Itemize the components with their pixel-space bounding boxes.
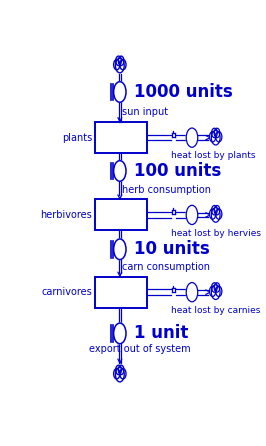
Circle shape [116, 56, 121, 66]
Text: carn consumption: carn consumption [122, 262, 210, 272]
Circle shape [210, 132, 216, 142]
Text: 1000 units: 1000 units [134, 83, 233, 101]
Circle shape [118, 56, 124, 66]
FancyBboxPatch shape [95, 199, 147, 231]
Text: carnivores: carnivores [41, 287, 92, 297]
Text: heat lost by hervies: heat lost by hervies [171, 229, 261, 238]
Text: plants: plants [62, 132, 92, 143]
Circle shape [115, 368, 124, 382]
Text: heat lost by carnies: heat lost by carnies [171, 306, 261, 315]
Circle shape [211, 208, 220, 222]
Circle shape [116, 365, 121, 375]
Circle shape [210, 209, 216, 219]
Circle shape [211, 206, 217, 215]
FancyBboxPatch shape [95, 122, 147, 153]
Circle shape [211, 283, 217, 292]
Text: herb consumption: herb consumption [122, 185, 211, 194]
Circle shape [186, 128, 198, 147]
FancyBboxPatch shape [95, 277, 147, 308]
Circle shape [216, 132, 222, 142]
Circle shape [216, 286, 222, 297]
Circle shape [214, 206, 220, 215]
Circle shape [120, 59, 126, 70]
Circle shape [114, 323, 126, 344]
Circle shape [211, 128, 217, 138]
Circle shape [120, 368, 126, 379]
Circle shape [186, 283, 198, 302]
Text: sun input: sun input [122, 107, 168, 117]
Circle shape [114, 368, 120, 379]
Circle shape [114, 161, 126, 181]
Circle shape [115, 58, 124, 73]
Text: 10 units: 10 units [134, 240, 210, 258]
Circle shape [211, 285, 220, 300]
Circle shape [118, 365, 124, 375]
Text: 100 units: 100 units [134, 162, 222, 180]
Text: export out of system: export out of system [89, 344, 190, 354]
Text: heat lost by plants: heat lost by plants [171, 151, 256, 161]
Circle shape [114, 82, 126, 102]
Circle shape [114, 239, 126, 260]
Circle shape [114, 59, 120, 70]
Text: 1 unit: 1 unit [134, 324, 189, 343]
Circle shape [186, 205, 198, 224]
Text: herbivores: herbivores [40, 210, 92, 220]
Circle shape [214, 283, 220, 292]
Circle shape [216, 209, 222, 219]
Circle shape [211, 130, 220, 145]
Circle shape [214, 128, 220, 138]
Circle shape [210, 286, 216, 297]
